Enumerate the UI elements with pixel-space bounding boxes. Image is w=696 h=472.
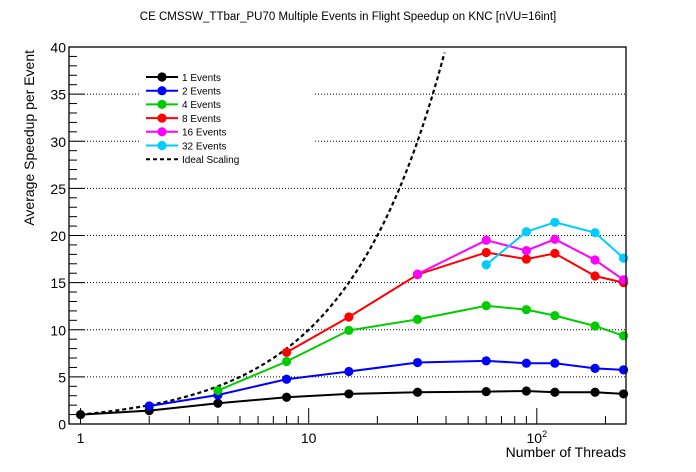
data-point [281,392,292,402]
data-point [281,374,292,384]
legend: 1 Events 2 Events 4 Events 8 Events 16 Event… [140,66,315,169]
data-point [412,357,423,368]
legend-marker [157,140,167,151]
data-point [550,358,560,368]
data-point [618,389,629,399]
x-tick-label: 1 [77,430,85,446]
data-point [550,217,560,227]
y-tick-label: 40 [50,40,66,56]
y-axis-label: Average Speedup per Event [21,50,37,226]
data-point [550,387,560,397]
series-line [286,251,624,354]
y-tick-label: 35 [50,87,66,103]
ideal-scaling-curve [80,52,446,416]
y-tick-label: 5 [58,369,66,385]
data-point [521,358,531,368]
data-point [618,331,629,341]
data-point [144,401,154,411]
legend-label: Ideal Scaling [182,155,239,166]
data-point [344,325,354,336]
data-point [550,248,560,259]
data-point [344,366,354,377]
data-point [521,245,531,256]
data-point [481,386,491,397]
y-tick-label: 15 [50,275,66,291]
legend-label: 1 Events [182,73,221,84]
legend-marker [157,86,167,96]
x-tick-exponent: 2 [542,429,547,439]
legend-label: 4 Events [182,100,221,111]
series-line [417,238,625,281]
data-point [590,363,600,373]
legend-label: 2 Events [182,87,221,98]
ideal-scaling-line [80,52,446,416]
data-point [590,321,600,331]
data-point [618,365,629,375]
data-point [412,387,423,397]
data-point [590,228,600,238]
y-tick-label: 30 [50,134,66,150]
data-point [590,255,600,265]
data-point [618,253,629,263]
axes: 0 5 10 15 20 25 30 35 40 1 10 102 [50,40,627,446]
data-point [550,234,560,244]
series-32-events [481,217,629,270]
data-point [481,301,491,311]
data-point [521,305,531,315]
legend-label: 8 Events [182,114,221,125]
legend-marker [157,113,167,123]
data-point [618,275,629,285]
legend-marker [157,72,167,82]
data-point [521,386,531,396]
data-point [344,312,354,322]
data-point [213,398,223,408]
data-point [590,271,600,281]
x-tick-label: 102 [527,429,548,446]
data-point [213,385,223,396]
y-tick-label: 0 [58,417,66,433]
chart-title: CE CMSSW_TTbar_PU70 Multiple Events in F… [140,11,556,23]
series-line [149,359,624,407]
y-tick-label: 10 [50,322,66,338]
legend-label: 16 Events [182,128,226,139]
x-axis-label: Number of Threads [506,444,626,460]
y-tick-label: 25 [50,181,66,197]
data-point [281,347,292,357]
data-point [521,254,531,264]
data-point [481,247,491,258]
data-point [412,314,423,324]
data-point [590,387,600,397]
data-point [521,227,531,237]
y-tick-label: 20 [50,228,66,244]
data-point [481,235,491,245]
data-point [344,389,354,399]
series-2-events [144,356,629,411]
data-point [550,311,560,321]
data-point [281,356,292,367]
series-16-events [412,234,629,285]
x-tick-label: 10 [301,430,317,446]
legend-marker [157,99,167,109]
legend-marker [157,127,167,137]
legend-label: 32 Events [182,141,226,152]
series-4-events [213,301,629,396]
data-point [481,356,491,366]
data-point [412,269,423,279]
data-point [481,260,491,270]
